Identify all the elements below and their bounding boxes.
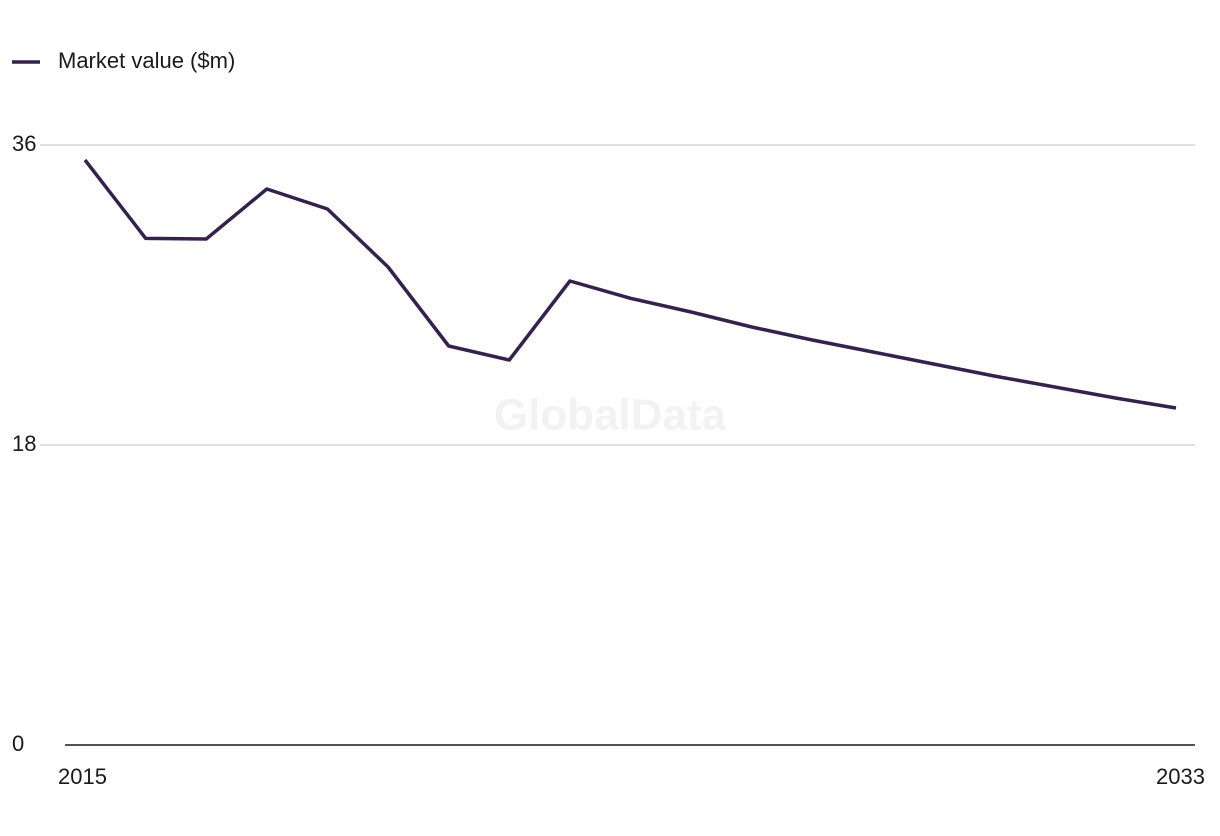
- x-tick-label: 2015: [58, 764, 107, 789]
- legend-label: Market value ($m): [58, 48, 235, 73]
- y-tick-label: 36: [12, 131, 36, 156]
- y-tick-label: 0: [12, 731, 24, 756]
- x-tick-label: 2033: [1156, 764, 1205, 789]
- line-series: [83, 158, 1177, 410]
- watermark: GlobalData: [494, 391, 727, 440]
- y-tick-label: 18: [12, 431, 36, 456]
